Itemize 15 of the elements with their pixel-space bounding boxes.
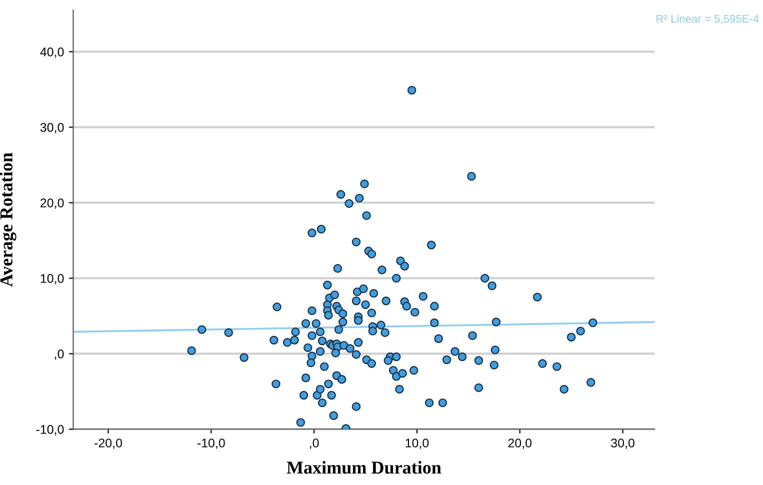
- x-axis-title: Maximum Duration: [286, 461, 442, 474]
- x-tick-label: 20,0: [508, 438, 532, 449]
- y-tick-label: -10,0: [36, 425, 64, 436]
- y-tick-label: 20,0: [40, 198, 64, 209]
- x-tick-label: ,0: [310, 438, 319, 449]
- y-tick-label: 40,0: [40, 48, 64, 58]
- x-tick-label: 30,0: [611, 438, 634, 449]
- y-axis-title: Average Rotation: [0, 152, 16, 287]
- y-tick-label: ,0: [54, 350, 64, 360]
- x-tick-label: -10,0: [197, 438, 225, 449]
- text: R² Linear = 5,595E-4: [656, 14, 759, 24]
- y-tick-label: 30,0: [40, 123, 64, 134]
- x-tick-label: -20,0: [94, 438, 122, 449]
- x-tick-label: 10,0: [406, 438, 429, 449]
- y-tick-label: 10,0: [40, 274, 64, 284]
